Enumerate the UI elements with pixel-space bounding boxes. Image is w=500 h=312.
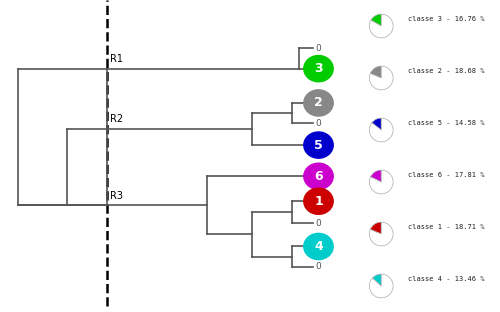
- Text: 5: 5: [314, 139, 323, 152]
- Text: 0: 0: [315, 44, 321, 53]
- Text: 2: 2: [314, 96, 323, 110]
- Circle shape: [304, 56, 333, 82]
- Text: 4: 4: [314, 240, 323, 253]
- Wedge shape: [370, 66, 382, 78]
- Text: 1: 1: [314, 195, 323, 208]
- Circle shape: [304, 132, 333, 158]
- Text: 0: 0: [315, 262, 321, 271]
- Text: 6: 6: [314, 170, 323, 183]
- Text: classe 2 - 18.68 %: classe 2 - 18.68 %: [408, 68, 484, 74]
- Text: classe 1 - 18.71 %: classe 1 - 18.71 %: [408, 224, 484, 230]
- Text: 3: 3: [314, 62, 323, 75]
- Text: R2: R2: [110, 115, 124, 124]
- Text: R1: R1: [110, 54, 123, 64]
- Wedge shape: [370, 118, 393, 142]
- Circle shape: [304, 163, 333, 189]
- Wedge shape: [372, 274, 382, 286]
- Text: 0: 0: [315, 219, 321, 227]
- Wedge shape: [370, 274, 393, 298]
- Wedge shape: [370, 170, 393, 194]
- Wedge shape: [370, 222, 393, 246]
- Wedge shape: [370, 222, 382, 234]
- Wedge shape: [370, 170, 382, 182]
- Text: R3: R3: [110, 191, 123, 201]
- Wedge shape: [370, 66, 393, 90]
- Circle shape: [304, 90, 333, 116]
- Text: classe 4 - 13.46 %: classe 4 - 13.46 %: [408, 275, 484, 282]
- Wedge shape: [370, 14, 393, 38]
- Wedge shape: [371, 14, 382, 26]
- Text: classe 6 - 17.81 %: classe 6 - 17.81 %: [408, 172, 484, 178]
- Text: classe 3 - 16.76 %: classe 3 - 16.76 %: [408, 16, 484, 22]
- Text: classe 5 - 14.58 %: classe 5 - 14.58 %: [408, 119, 484, 126]
- Text: 0: 0: [315, 119, 321, 128]
- Circle shape: [304, 233, 333, 260]
- Circle shape: [304, 188, 333, 214]
- Wedge shape: [372, 118, 382, 130]
